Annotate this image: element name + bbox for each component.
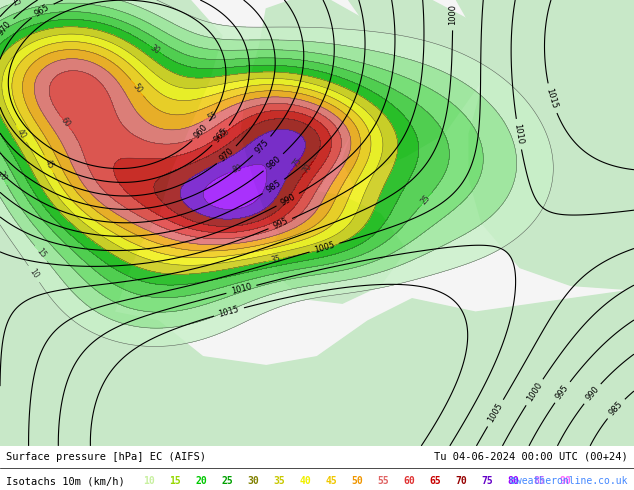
Text: 965: 965 (34, 2, 51, 19)
Text: 30: 30 (247, 476, 259, 486)
Polygon shape (342, 0, 495, 187)
Text: 50: 50 (131, 81, 144, 95)
Text: 15: 15 (11, 0, 23, 7)
Text: 15: 15 (34, 247, 48, 260)
Text: 40: 40 (15, 127, 28, 140)
Text: 1015: 1015 (217, 305, 240, 319)
Text: 990: 990 (584, 385, 601, 403)
Polygon shape (456, 0, 634, 290)
Text: 65: 65 (218, 126, 231, 139)
Text: 75: 75 (290, 156, 304, 170)
Text: 990: 990 (279, 192, 297, 208)
Text: 1005: 1005 (486, 402, 505, 424)
Text: 1010: 1010 (230, 282, 253, 296)
Text: 25: 25 (419, 193, 432, 206)
Text: 35: 35 (273, 476, 285, 486)
Text: ©weatheronline.co.uk: ©weatheronline.co.uk (510, 476, 628, 486)
Text: 65: 65 (429, 476, 441, 486)
Text: Isotachs 10m (km/h): Isotachs 10m (km/h) (6, 476, 125, 486)
Text: 55: 55 (377, 476, 389, 486)
Text: 985: 985 (607, 400, 624, 417)
Text: 80: 80 (231, 164, 243, 175)
Text: 960: 960 (193, 122, 210, 140)
Text: 1015: 1015 (545, 87, 559, 110)
Text: 25: 25 (221, 476, 233, 486)
Text: 70: 70 (301, 162, 314, 175)
Text: 970: 970 (218, 147, 236, 164)
Text: 85: 85 (533, 476, 545, 486)
Text: 55: 55 (205, 110, 219, 122)
Text: Tu 04-06-2024 00:00 UTC (00+24): Tu 04-06-2024 00:00 UTC (00+24) (434, 452, 628, 462)
Text: Surface pressure [hPa] EC (AIFS): Surface pressure [hPa] EC (AIFS) (6, 452, 206, 462)
Polygon shape (0, 290, 634, 446)
Text: 1000: 1000 (448, 4, 457, 25)
Text: 35: 35 (270, 254, 281, 265)
Text: 20: 20 (0, 170, 8, 183)
Text: 45: 45 (325, 476, 337, 486)
Text: 90: 90 (559, 476, 571, 486)
Text: 30: 30 (148, 43, 161, 56)
Polygon shape (241, 0, 380, 232)
Text: 1000: 1000 (525, 381, 544, 403)
Text: 80: 80 (507, 476, 519, 486)
Text: 40: 40 (299, 476, 311, 486)
Text: 75: 75 (481, 476, 493, 486)
Text: 70: 70 (455, 476, 467, 486)
Text: 965: 965 (212, 127, 230, 145)
Text: 985: 985 (264, 178, 283, 195)
Polygon shape (273, 192, 406, 303)
Text: 60: 60 (59, 116, 72, 129)
Text: 1010: 1010 (512, 123, 525, 146)
Text: 20: 20 (195, 476, 207, 486)
Text: 975: 975 (253, 137, 271, 155)
Text: 980: 980 (264, 154, 283, 171)
Text: 45: 45 (42, 158, 55, 171)
Text: 15: 15 (169, 476, 181, 486)
Text: 60: 60 (403, 476, 415, 486)
Text: 1005: 1005 (313, 241, 336, 255)
Text: 995: 995 (271, 217, 289, 231)
Text: 970: 970 (0, 19, 13, 37)
Text: 50: 50 (351, 476, 363, 486)
Text: 995: 995 (554, 383, 571, 401)
Text: 10: 10 (143, 476, 155, 486)
Polygon shape (0, 0, 222, 423)
Text: 10: 10 (27, 268, 41, 281)
